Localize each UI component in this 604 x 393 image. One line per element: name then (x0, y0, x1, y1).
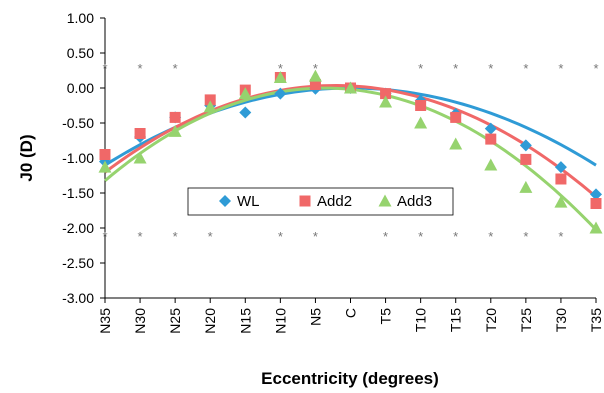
point-add2 (590, 198, 602, 209)
asterisk-marker: * (138, 229, 143, 244)
point-add3 (133, 151, 147, 164)
asterisk-marker: * (558, 61, 563, 76)
legend-label-add3: Add3 (397, 193, 432, 210)
asterisk-marker: * (383, 229, 388, 244)
point-add2 (380, 88, 392, 100)
asterisk-marker: * (593, 61, 598, 76)
legend-marker-add3 (378, 194, 392, 207)
point-add2 (485, 133, 497, 145)
asterisk-marker: * (173, 229, 178, 244)
x-tick-label: N35 (97, 308, 113, 334)
x-tick-label: N30 (132, 308, 148, 334)
point-add2 (204, 94, 216, 106)
asterisk-marker: * (208, 229, 213, 244)
asterisk-marker: * (488, 61, 493, 76)
significance-markers: * * * * * * * * * * * * * * * * * * * * * * * (102, 61, 598, 244)
point-add2 (134, 128, 146, 139)
x-tick-label: T15 (448, 308, 464, 332)
y-axis-title: J0 (D) (17, 134, 36, 181)
x-tick-label: N25 (167, 308, 183, 334)
x-tick-label: T30 (553, 308, 569, 332)
point-add3 (449, 137, 463, 150)
y-tick-label: -3.00 (62, 290, 94, 306)
x-tick-label: N10 (272, 308, 288, 334)
asterisk-marker: * (138, 61, 143, 76)
asterisk-marker: * (278, 229, 283, 244)
point-wl (239, 106, 252, 119)
asterisk-marker: * (453, 61, 458, 76)
asterisk-marker: * (418, 229, 423, 244)
point-add2 (415, 100, 427, 111)
point-add3 (273, 71, 287, 83)
point-add2 (309, 79, 321, 90)
x-tick-label: T10 (413, 308, 429, 332)
x-tick-label: T25 (518, 308, 534, 332)
trendline-add2 (104, 84, 597, 198)
asterisk-marker: * (453, 229, 458, 244)
point-add2 (99, 149, 111, 160)
legend-label-wl: WL (237, 193, 260, 210)
asterisk-marker: * (173, 61, 178, 76)
asterisk-marker: * (313, 61, 318, 76)
asterisk-marker: * (278, 61, 283, 76)
point-add3 (589, 221, 603, 234)
point-wl (484, 122, 497, 135)
asterisk-marker: * (558, 229, 563, 244)
x-tick-label: N20 (202, 308, 218, 334)
point-add3 (168, 124, 182, 137)
legend-marker-add2 (299, 195, 311, 207)
legend-label-add2: Add2 (317, 193, 352, 210)
point-add3 (344, 81, 357, 94)
x-tick-label: N5 (307, 308, 323, 326)
y-tick-label: 0.00 (67, 80, 94, 96)
legend-box (187, 187, 454, 216)
point-add2 (520, 153, 532, 165)
asterisk-marker: * (418, 61, 423, 76)
asterisk-marker: * (488, 229, 493, 244)
y-tick-label: 1.00 (67, 10, 94, 26)
asterisk-marker: * (523, 229, 528, 244)
point-add3 (519, 180, 533, 193)
data-points (98, 69, 603, 234)
point-add3 (98, 160, 112, 173)
x-tick-label: N15 (237, 308, 253, 334)
x-tick-label: T20 (483, 308, 499, 332)
point-add3 (238, 87, 252, 100)
y-tick-label: 0.50 (67, 45, 94, 61)
y-tick-label: -2.00 (62, 220, 94, 236)
x-tick-label: T35 (588, 308, 604, 332)
x-tick-label: T5 (378, 308, 394, 325)
x-axis: N35 N30 N25 N20 N15 N10 N5 C T5 T10 T15 T20 T25 T30 T3… (97, 298, 604, 334)
point-wl (554, 161, 567, 174)
asterisk-marker: * (102, 61, 107, 76)
legend-marker-wl (219, 195, 231, 207)
point-add3 (484, 158, 498, 171)
point-wl (590, 188, 602, 201)
legend: WL Add2 Add3 (187, 187, 454, 216)
point-add3 (554, 195, 568, 208)
point-add3 (308, 69, 322, 82)
point-add2 (555, 173, 567, 185)
y-axis: 1.00 0.50 0.00 -0.50 -1.00 -1.50 -2.00 -2.50 -3.… (62, 10, 105, 306)
y-tick-label: -1.00 (62, 150, 94, 166)
asterisk-marker: * (523, 61, 528, 76)
point-add3 (414, 116, 428, 129)
x-axis-title: Eccentricity (degrees) (261, 369, 439, 388)
point-wl (274, 87, 287, 100)
y-tick-label: -2.50 (62, 255, 94, 271)
point-add3 (379, 95, 393, 108)
y-tick-label: -1.50 (62, 185, 94, 201)
x-tick-label: C (343, 308, 359, 318)
point-add2 (450, 111, 462, 123)
y-tick-label: -0.50 (62, 115, 94, 131)
point-add3 (203, 100, 217, 113)
point-wl (519, 139, 532, 152)
asterisk-marker: * (313, 229, 318, 244)
asterisk-marker: * (102, 229, 107, 244)
point-add2 (169, 111, 181, 123)
